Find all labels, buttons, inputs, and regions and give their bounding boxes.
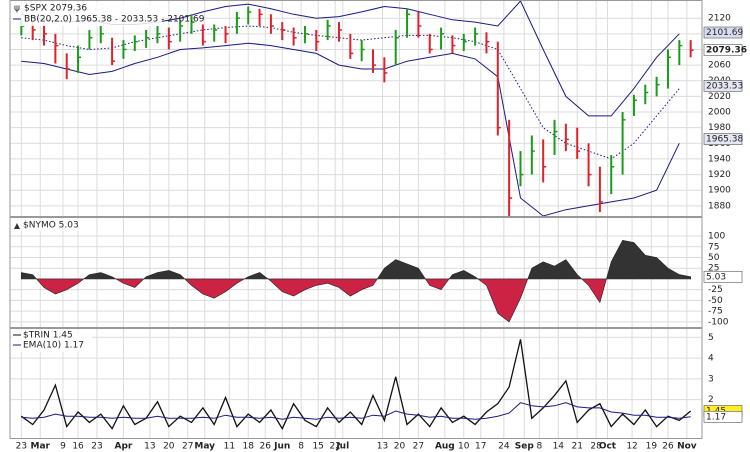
x-tick-label: Sep xyxy=(515,442,535,452)
y-tick-label: 2120 xyxy=(708,14,731,24)
y-tick-label: -75 xyxy=(708,307,723,317)
y-tick-label: 4 xyxy=(708,354,714,364)
last-value-box xyxy=(703,270,743,283)
series-line xyxy=(21,402,691,420)
legend-label: BB(20,2.0) 1965.38 - 2033.53 - 2101.69 xyxy=(24,15,205,25)
y-tick-label: 100 xyxy=(708,232,725,242)
y-tick-label: 1880 xyxy=(708,201,731,211)
x-tick-label: Oct xyxy=(599,442,617,452)
y-tick-label: 2020 xyxy=(708,92,731,102)
last-value-label: 2033.53 xyxy=(706,81,743,91)
x-tick-label: 16 xyxy=(72,442,84,452)
last-value-box xyxy=(703,80,743,92)
x-tick-label: 28 xyxy=(590,442,602,452)
panel-title: $NYMO 5.03 xyxy=(23,221,79,231)
legend-bg xyxy=(12,2,162,26)
x-tick-label: Jul xyxy=(335,442,349,452)
y-tick-label: 1940 xyxy=(708,154,731,164)
x-tick-label: 23 xyxy=(91,442,102,452)
x-tick-label: 12 xyxy=(626,442,637,452)
legend-bg xyxy=(12,330,92,352)
last-value-box xyxy=(703,133,743,145)
panel-frame xyxy=(9,328,703,439)
last-value-box xyxy=(703,44,743,56)
x-tick-label: Mar xyxy=(31,442,51,452)
x-tick-label: 14 xyxy=(553,442,565,452)
band-lower xyxy=(21,42,680,217)
x-tick-label: 23 xyxy=(16,442,27,452)
y-tick-label: 3 xyxy=(708,374,714,384)
x-tick-label: 26 xyxy=(260,442,272,452)
x-tick-label: 10 xyxy=(458,442,470,452)
legend-icon xyxy=(14,223,20,229)
x-tick-label: 13 xyxy=(144,442,155,452)
x-tick-label: Apr xyxy=(115,442,133,452)
x-tick-label: 17 xyxy=(475,442,486,452)
x-tick-label: Aug xyxy=(435,442,455,452)
x-tick-label: 20 xyxy=(394,442,406,452)
x-tick-label: 18 xyxy=(243,442,255,452)
y-tick-label: 5 xyxy=(708,333,714,343)
y-tick-label: 1920 xyxy=(708,170,731,180)
legend-label: EMA(10) 1.17 xyxy=(23,341,84,351)
y-tick-label: 2060 xyxy=(708,61,731,71)
y-tick-label: 2 xyxy=(708,395,714,405)
x-tick-label: 27 xyxy=(413,442,424,452)
x-tick-label: 21 xyxy=(571,442,582,452)
y-tick-label: -50 xyxy=(708,296,723,306)
x-tick-label: 8 xyxy=(537,442,543,452)
x-tick-label: 13 xyxy=(377,442,388,452)
legend-label: $TRIN 1.45 xyxy=(23,331,73,341)
last-value-label: 2079.36 xyxy=(706,45,747,55)
legend-bg xyxy=(12,219,82,231)
x-tick-label: 9 xyxy=(60,442,66,452)
y-tick-label: 25 xyxy=(708,264,719,274)
x-tick-label: 22 xyxy=(329,442,340,452)
x-tick-label: 24 xyxy=(498,442,510,452)
y-tick-label: 75 xyxy=(708,242,719,252)
x-tick-label: 8 xyxy=(298,442,304,452)
x-tick-label: 26 xyxy=(662,442,674,452)
panel-frame xyxy=(9,217,703,328)
last-value-label: 1965.38 xyxy=(706,135,743,145)
panel-title: $SPX 2079.36 xyxy=(24,4,87,14)
y-tick-label: -25 xyxy=(708,285,723,295)
y-tick-label: -100 xyxy=(708,317,729,327)
x-tick-label: 20 xyxy=(163,442,175,452)
panel-frame xyxy=(9,0,703,217)
x-tick-label: Nov xyxy=(677,442,697,452)
x-tick-label: 11 xyxy=(224,442,235,452)
marks-layer xyxy=(20,0,694,431)
last-value-label: 2101.69 xyxy=(706,28,743,38)
y-tick-label: 50 xyxy=(708,253,720,263)
y-tick-label: 1980 xyxy=(708,123,731,133)
x-tick-label: May xyxy=(194,442,215,452)
last-value-box xyxy=(703,26,743,39)
y-tick-label: 1900 xyxy=(708,186,731,196)
oscillator-area xyxy=(21,239,691,323)
last-value-label: 5.03 xyxy=(706,272,726,282)
legend-icon: ψ xyxy=(14,4,20,14)
x-tick-label: 15 xyxy=(312,442,323,452)
last-value-box xyxy=(703,411,743,423)
y-tick-label: 2000 xyxy=(708,108,731,118)
last-value-label: 1.17 xyxy=(706,412,726,422)
x-tick-label: 27 xyxy=(182,442,193,452)
x-tick-label: 19 xyxy=(646,442,658,452)
x-tick-label: Jun xyxy=(273,442,290,452)
